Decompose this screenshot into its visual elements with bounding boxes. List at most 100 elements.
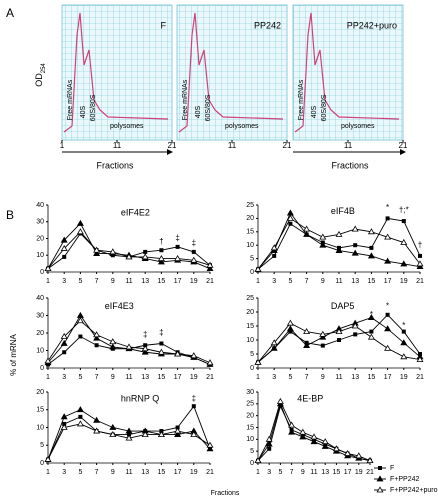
marker-square [78,334,83,339]
x-tick-label: 5 [78,469,82,476]
marker-triangle [174,431,182,438]
x-tick-label: 21 [206,469,214,476]
marker-square [337,338,341,342]
y-tick-label: 30 [36,219,44,226]
marker-square [378,466,382,470]
y-tick-label: 10 [36,424,44,431]
x-tick-label: 3 [62,278,66,285]
marker-square [369,329,374,334]
annotation: * [386,203,389,212]
marker-triangle [303,342,311,349]
x-tick-label: 1 [46,374,50,381]
marker-square [159,248,164,253]
annotation: ‡ [175,234,179,243]
chart-title: DAP5 [331,301,355,311]
marker-triangle [367,314,375,321]
x-tick-label: 11 [113,141,122,150]
x-tick-label: 3 [62,374,66,381]
x-tick-label: 9 [111,278,115,285]
x-tick-label: 19 [190,278,198,285]
x-tick-label: 1 [256,278,260,285]
marker-square [175,244,180,249]
profile-trace [63,12,169,133]
profile-label: polysomes [341,123,375,130]
y-tick-label: 20 [36,389,44,396]
series-line [47,232,211,270]
chart-title: 4E-BP [297,393,323,403]
x-tick-label: 17 [384,278,392,285]
y-tick-label: 25 [246,202,254,209]
marker-square [94,343,99,348]
x-tick-label: 19 [190,374,198,381]
marker-open-triangle [60,332,68,339]
x-tick-label: 1 [256,374,260,381]
x-tick-label: 11 [335,278,342,285]
marker-square [78,414,83,419]
x-axis-label: Fractions [211,490,240,497]
marker-square [401,219,406,224]
marker-open-triangle [141,253,149,260]
x-tick-label: 15 [368,374,376,381]
marker-open-triangle [206,261,214,268]
profile-label: 40S [80,105,87,118]
marker-open-triangle [335,328,343,335]
marker-triangle [299,433,307,440]
marker-triangle [270,344,278,351]
legend-label: F [390,465,394,472]
x-tick-label: 17 [174,374,182,381]
y-tick-label: 20 [246,309,254,316]
series-line [257,212,421,270]
marker-triangle [286,209,294,216]
marker-triangle [109,343,117,350]
marker-open-triangle [190,256,198,263]
series-line [257,217,421,270]
y-tick-label: 0 [40,365,44,372]
marker-open-triangle [376,486,384,493]
y-tick-label: 0 [250,365,254,372]
marker-open-triangle [400,238,408,245]
marker-square [418,253,422,258]
marker-open-triangle [416,356,424,363]
marker-open-triangle [206,359,214,366]
x-tick-label: 17 [174,469,182,476]
x-tick-label: 5 [288,374,292,381]
marker-triangle [157,258,165,265]
profile-label: polysomes [225,123,259,130]
marker-triangle [76,311,84,318]
x-tick-label: 11 [125,469,132,476]
chart-title: eIF4E3 [105,301,134,311]
chart-title: eIF4B [331,206,355,216]
y-tick-label: 5 [250,351,254,358]
marker-open-triangle [276,397,284,404]
marker-triangle [321,442,329,449]
marker-open-triangle [254,265,262,272]
x-tick-label: 11 [344,141,353,150]
x-tick-label: 21 [283,141,292,150]
marker-triangle [288,428,296,435]
marker-open-triangle [254,457,262,464]
marker-open-triangle [109,248,117,255]
x-tick-label: 15 [158,278,166,285]
x-tick-label: 7 [290,469,294,476]
x-tick-label: 5 [288,278,292,285]
marker-triangle [384,257,392,264]
x-tick-label: 7 [305,374,309,381]
y-tick-label: 25 [246,401,254,408]
annotation: † [418,240,422,249]
marker-open-triangle [321,438,329,445]
marker-square [62,350,67,355]
x-tick-label: 11 [310,469,317,476]
y-tick-label: 40 [36,295,44,302]
y-tick-label: 15 [246,229,254,236]
marker-triangle [60,236,68,243]
x-tick-label: 21 [366,469,374,476]
marker-open-triangle [254,358,262,365]
x-axis-label: Fractions [331,160,369,170]
y-axis-label: OD254 [34,63,46,87]
profile-label: 40S [311,105,318,118]
marker-open-triangle [265,435,273,442]
profile-label: 40S [195,105,202,118]
x-tick-label: 11 [125,374,132,381]
